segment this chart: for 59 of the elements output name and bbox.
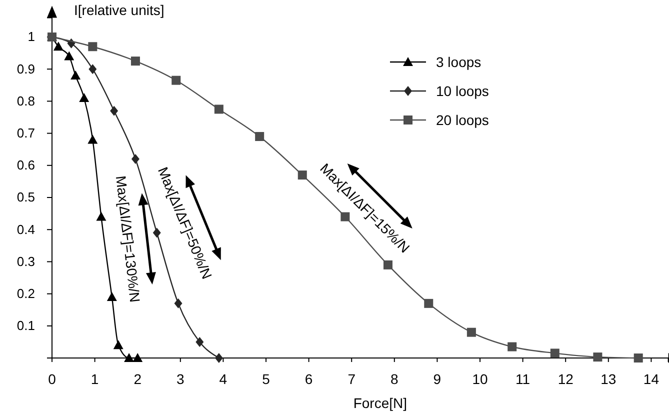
legend-label: 10 loops — [436, 82, 489, 99]
point — [466, 328, 476, 337]
point — [131, 154, 140, 164]
point — [593, 352, 602, 362]
y-tick-label: 0.5 — [16, 190, 35, 205]
y-tick-label: 0.7 — [16, 125, 35, 140]
point — [96, 212, 106, 221]
point — [196, 336, 204, 347]
x-tick-label: 8 — [390, 370, 398, 387]
y-tick-label: 0.6 — [16, 158, 35, 173]
x-tick-label: 2 — [134, 370, 142, 387]
x-tick-label: 5 — [262, 370, 270, 387]
point — [88, 64, 97, 74]
point — [110, 106, 118, 116]
point — [383, 260, 392, 270]
point — [214, 104, 224, 114]
point — [255, 132, 264, 142]
y-tick-label: 0.4 — [16, 222, 35, 237]
y-axis-title: I[relative units] — [74, 2, 164, 18]
x-tick-label: 1 — [90, 370, 99, 387]
point — [70, 70, 81, 80]
point — [550, 348, 560, 358]
x-tick-label: 6 — [304, 370, 313, 387]
x-tick-label: 7 — [348, 370, 356, 387]
point — [298, 170, 307, 180]
x-tick-label: 10 — [472, 370, 488, 387]
point — [132, 353, 143, 362]
x-axis-title: Force[N] — [353, 395, 408, 411]
x-tick-label: 0 — [48, 370, 56, 387]
point — [634, 354, 643, 362]
point — [508, 342, 517, 352]
legend-label: 3 loops — [436, 54, 482, 70]
x-tick-label: 3 — [176, 370, 184, 387]
y-tick-label: 0.2 — [16, 286, 35, 301]
x-tick-label: 14 — [643, 370, 660, 387]
legend-label: 20 loops — [436, 112, 489, 128]
point — [424, 298, 434, 308]
point — [88, 134, 98, 144]
x-tick-label: 4 — [219, 370, 228, 387]
point — [174, 298, 182, 308]
x-tick-label: 9 — [433, 370, 442, 387]
x-tick-label: 12 — [558, 370, 574, 387]
y-tick-label: 0.8 — [16, 93, 35, 108]
y-tick-label: 0.9 — [16, 61, 35, 76]
x-tick-label: 13 — [600, 370, 616, 387]
y-tick-label: 0.1 — [16, 318, 35, 334]
x-tick-label: 11 — [516, 370, 530, 387]
point — [53, 42, 64, 51]
point — [79, 92, 90, 102]
point — [64, 51, 74, 60]
point — [172, 76, 181, 85]
point — [106, 292, 117, 302]
point — [130, 56, 140, 66]
y-tick-label: 1 — [28, 29, 35, 44]
y-tick-label: 0.3 — [16, 254, 35, 269]
point — [214, 353, 223, 363]
point — [113, 340, 124, 350]
point — [124, 353, 134, 362]
point — [88, 42, 98, 52]
